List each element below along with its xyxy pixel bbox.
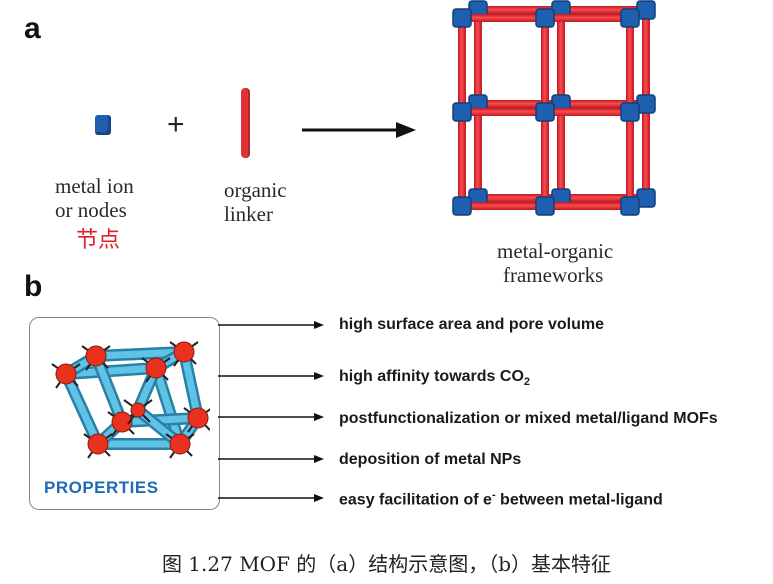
ligand-rod-highlight [152,366,184,446]
ligand-rod-highlight [92,354,126,424]
metal-node [620,102,640,122]
property-arrows [218,321,324,502]
organic-linker-label: organic linker [224,178,287,226]
ligand-rod-highlight [62,372,102,446]
metal-node [620,196,640,216]
metal-sphere [85,345,107,367]
property-arrow-head [314,413,324,421]
organic-linker-icon [241,88,250,158]
property-arrow-head [314,455,324,463]
mof-structure-icon [51,341,210,459]
figure-caption: 图 1.27 MOF 的（a）结构示意图，（b）基本特征 [161,552,612,576]
properties-box: PROPERTIES [29,317,220,510]
panel-a-letter: a [24,12,41,45]
plus-sign: + [167,108,185,141]
property-3: postfunctionalization or mixed metal/lig… [339,410,718,428]
metal-node [620,8,640,28]
property-arrow-head [314,494,324,502]
property-2-text: high affinity towards CO [339,368,524,385]
property-5-text: easy facilitation of e [339,491,492,509]
property-3-text: postfunctionalization or mixed metal/lig… [339,410,718,427]
property-2: high affinity towards CO2 [339,368,530,388]
property-5: easy facilitation of e- between metal-li… [339,489,663,509]
property-arrow-head [314,372,324,380]
metal-ion-label-line2: or nodes [55,198,127,222]
property-1-text: high surface area and pore volume [339,316,604,333]
metal-ion-label-line1: metal ion [55,174,134,198]
ligand-rod-highlight [95,348,185,360]
property-4-text: deposition of metal NPs [339,451,522,468]
metal-sphere [169,433,191,455]
metal-sphere [145,357,167,379]
property-5-superscript: - [491,489,496,501]
framework-label-line1: metal-organic [497,239,614,263]
metal-node [452,8,472,28]
framework-label-line2: frameworks [503,263,604,287]
metal-sphere [111,411,133,433]
property-arrow-head [314,321,324,329]
metal-sphere [173,341,195,363]
metal-node [452,196,472,216]
metal-sphere [187,407,209,429]
metal-node [535,102,555,122]
property-2-subscript: 2 [523,376,531,389]
framework-label: metal-organic frameworks [497,239,613,287]
property-1: high surface area and pore volume [339,316,604,334]
property-4: deposition of metal NPs [339,451,521,469]
ligand-rod-highlight [65,364,157,378]
reaction-arrow-icon [302,122,416,138]
property-5-rest: between metal-ligand [495,491,663,509]
metal-sphere [55,363,77,385]
panel-b-letter: b [24,270,43,303]
properties-title: PROPERTIES [44,478,159,497]
metal-node-icon [95,115,111,135]
metal-sphere [130,402,146,418]
organic-linker-label-line2: linker [224,202,273,226]
metal-node [452,102,472,122]
ligand-rod-highlight [121,414,199,426]
organic-linker-label-line1: organic [224,178,287,202]
metal-sphere [87,433,109,455]
ligand-rod-highlight [180,351,202,419]
metal-ion-label: metal ion or nodes [55,174,134,222]
metal-node [535,8,555,28]
metal-node [535,196,555,216]
mof-framework-illustration [452,0,656,216]
node-cn-label: 节点 [76,228,121,253]
